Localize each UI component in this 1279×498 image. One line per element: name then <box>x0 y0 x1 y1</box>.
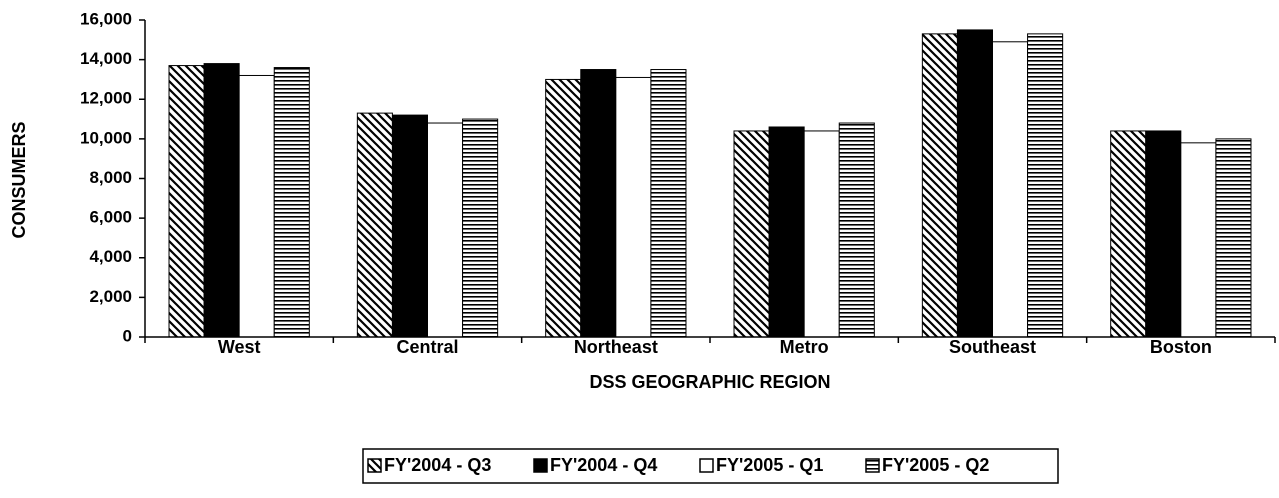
x-tick-label: Southeast <box>949 337 1036 357</box>
bar <box>427 122 464 338</box>
y-tick-label: 14,000 <box>80 49 132 68</box>
bar <box>956 29 993 338</box>
bar <box>921 33 958 338</box>
bar <box>1110 130 1147 338</box>
legend-swatch <box>533 458 548 473</box>
bar <box>168 65 205 338</box>
legend-label: FY'2004 - Q4 <box>550 455 657 475</box>
y-tick-label: 10,000 <box>80 128 132 147</box>
bar <box>1027 33 1064 338</box>
legend-swatch <box>699 458 714 473</box>
bar <box>545 78 582 338</box>
bar <box>1180 142 1217 338</box>
x-tick-label: Northeast <box>574 337 658 357</box>
bar <box>1145 130 1182 338</box>
x-tick-label: Central <box>396 337 458 357</box>
bar <box>992 41 1029 338</box>
y-tick-label: 2,000 <box>89 287 132 306</box>
bar <box>203 63 240 338</box>
bar <box>768 126 805 338</box>
bar <box>615 76 652 338</box>
legend-swatch <box>865 458 880 473</box>
x-tick-label: Metro <box>780 337 829 357</box>
bar <box>273 67 310 338</box>
y-tick-label: 6,000 <box>89 208 132 227</box>
x-tick-label: Boston <box>1150 337 1212 357</box>
bar <box>733 130 770 338</box>
bar <box>238 74 275 338</box>
bar <box>650 69 687 338</box>
legend-label: FY'2005 - Q2 <box>882 455 989 475</box>
y-tick-label: 12,000 <box>80 89 132 108</box>
bar <box>580 69 617 338</box>
bar <box>838 122 875 338</box>
x-axis-title: DSS GEOGRAPHIC REGION <box>589 372 830 392</box>
x-tick-label: West <box>218 337 261 357</box>
y-axis-title: CONSUMERS <box>9 121 29 238</box>
y-tick-label: 16,000 <box>80 9 132 28</box>
legend-swatch <box>367 458 382 473</box>
bar <box>356 112 393 338</box>
y-tick-label: 4,000 <box>89 247 132 266</box>
bar <box>1215 138 1252 338</box>
legend-label: FY'2005 - Q1 <box>716 455 823 475</box>
y-tick-label: 8,000 <box>89 168 132 187</box>
y-tick-label: 0 <box>123 326 132 345</box>
bar <box>391 114 428 338</box>
bar <box>462 118 499 338</box>
bar <box>803 130 840 338</box>
legend-label: FY'2004 - Q3 <box>384 455 491 475</box>
